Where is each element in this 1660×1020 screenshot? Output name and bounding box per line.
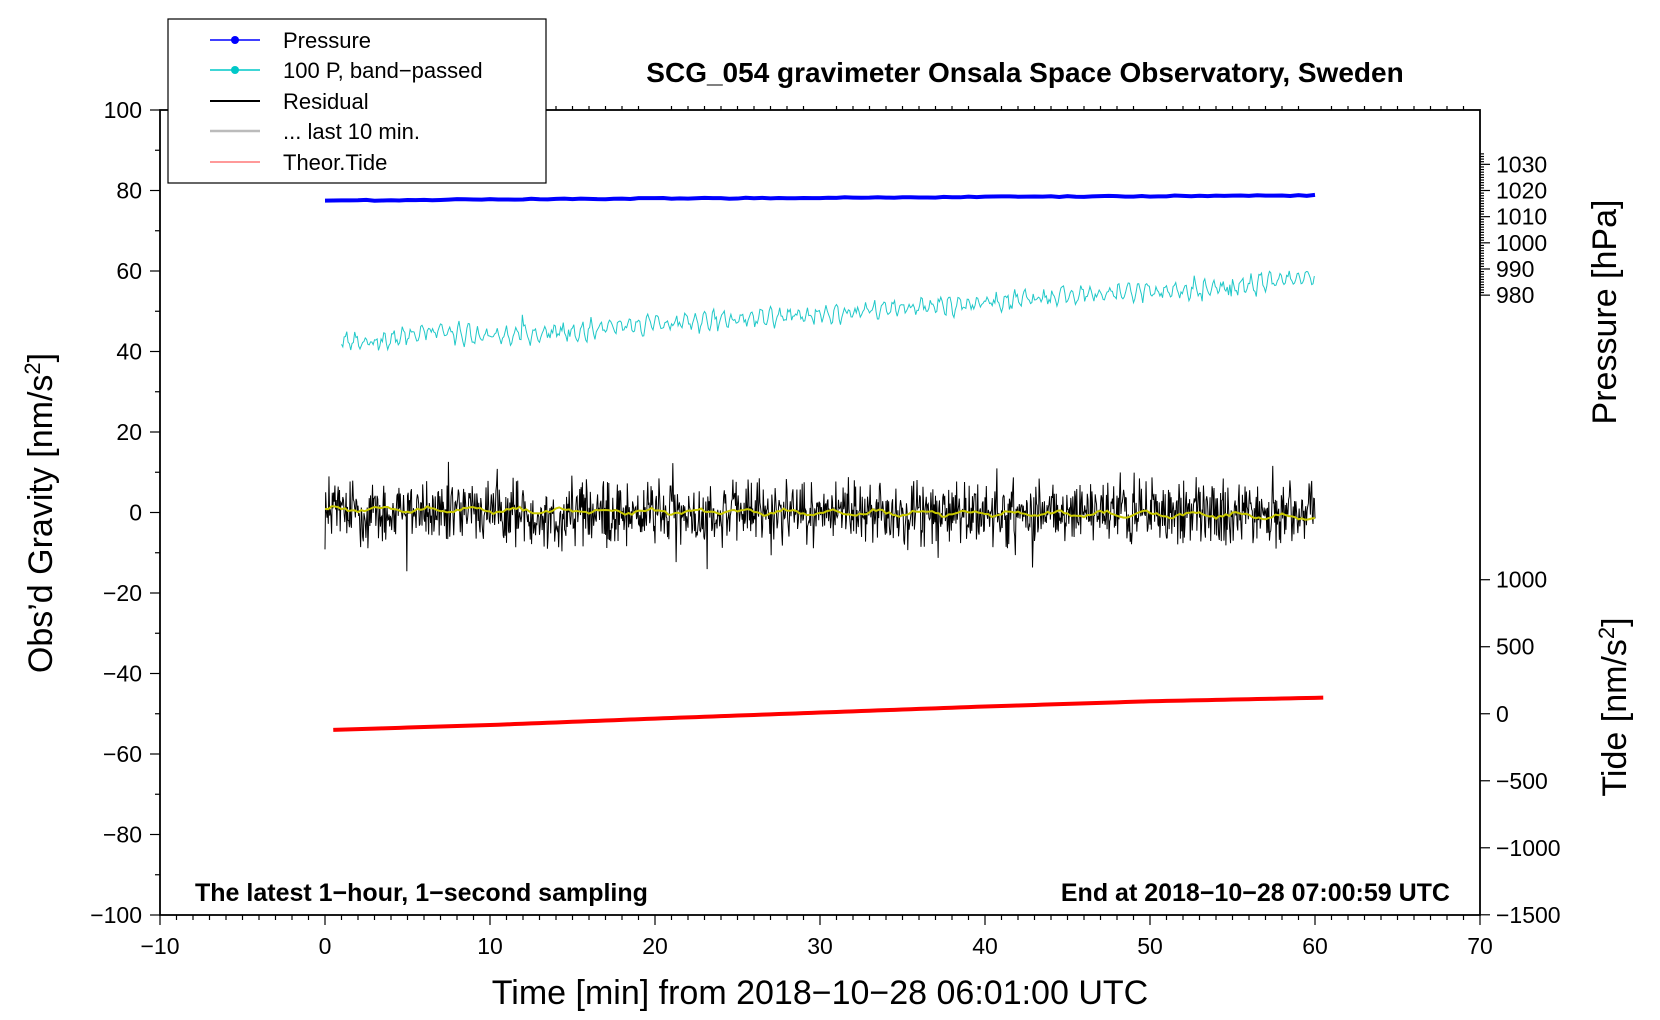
tide-tick-label-4: −1000 bbox=[1496, 835, 1561, 861]
legend-item-pressure: Pressure bbox=[210, 28, 371, 53]
y-left-tick-label-9: −80 bbox=[103, 822, 142, 848]
x-tick-label-7: 60 bbox=[1302, 933, 1328, 959]
x-tick-label-8: 70 bbox=[1467, 933, 1493, 959]
pressure-tick-label-4: 990 bbox=[1496, 256, 1534, 282]
y-left-tick-label-8: −60 bbox=[103, 741, 142, 767]
pressure-tick-label-0: 1030 bbox=[1496, 151, 1547, 177]
series-pressure bbox=[324, 192, 1316, 203]
pressure-tick-label-3: 1000 bbox=[1496, 230, 1547, 256]
y-left-tick-label-4: 20 bbox=[116, 419, 142, 445]
tide-axis-title: Tide [nm/s2] bbox=[1594, 617, 1635, 796]
x-tick-label-6: 50 bbox=[1137, 933, 1163, 959]
x-tick-label-5: 40 bbox=[972, 933, 998, 959]
legend-item-theor-tide: Theor.Tide bbox=[210, 150, 387, 175]
tide-axis-title-superscript: 2 bbox=[1594, 627, 1619, 639]
pressure-tick-label-2: 1010 bbox=[1496, 204, 1547, 230]
y-axis-title-left-superscript: 2 bbox=[20, 362, 45, 374]
legend: Pressure 100 P, band−passed Residual ...… bbox=[167, 18, 547, 184]
series-theor-tide bbox=[333, 695, 1324, 732]
y-left-tick-label-5: 0 bbox=[129, 500, 142, 526]
y-axis-title-left: Obs’d Gravity [nm/s2] bbox=[20, 353, 61, 673]
pressure-tick-label-1: 1020 bbox=[1496, 178, 1547, 204]
tide-axis-title-text: Tide [nm/s bbox=[1596, 639, 1634, 796]
y-left-tick-label-3: 40 bbox=[116, 339, 142, 365]
tide-tick-label-1: 500 bbox=[1496, 634, 1534, 660]
chart-title: SCG_054 gravimeter Onsala Space Observat… bbox=[646, 57, 1403, 88]
legend-pressure-marker bbox=[231, 36, 239, 44]
x-tick-label-1: 0 bbox=[319, 933, 332, 959]
tide-tick-label-2: 0 bbox=[1496, 701, 1509, 727]
legend-band-passed-label: 100 P, band−passed bbox=[283, 58, 483, 83]
pressure-tick-label-5: 980 bbox=[1496, 282, 1534, 308]
x-tick-label-0: −10 bbox=[140, 933, 179, 959]
tide-tick-label-5: −1500 bbox=[1496, 902, 1561, 928]
ticks-layer: −10 0 10 20 30 40 50 60 70100806040200−20−40−60−… bbox=[90, 97, 1560, 959]
y-left-tick-label-10: −100 bbox=[90, 902, 142, 928]
tide-axis-title-close: ] bbox=[1596, 617, 1634, 626]
pressure-axis-title: Pressure [hPa] bbox=[1586, 200, 1624, 425]
legend-item-band-passed: 100 P, band−passed bbox=[210, 58, 483, 83]
tide-tick-label-0: 1000 bbox=[1496, 567, 1547, 593]
series-residual bbox=[324, 461, 1316, 572]
y-left-tick-label-7: −40 bbox=[103, 661, 142, 687]
y-axis-title-left-close: ] bbox=[22, 353, 60, 362]
legend-last-10-label: ... last 10 min. bbox=[283, 119, 420, 144]
y-left-tick-label-1: 80 bbox=[116, 178, 142, 204]
x-tick-label-3: 20 bbox=[642, 933, 668, 959]
tide-tick-label-3: −500 bbox=[1496, 768, 1548, 794]
series-layer bbox=[324, 192, 1324, 732]
y-left-tick-label-2: 60 bbox=[116, 258, 142, 284]
legend-item-last-10-min: ... last 10 min. bbox=[210, 119, 420, 144]
legend-pressure-label: Pressure bbox=[283, 28, 371, 53]
series-last-10-min bbox=[324, 505, 1316, 521]
legend-item-residual: Residual bbox=[210, 89, 369, 114]
annotation-left: The latest 1−hour, 1−second sampling bbox=[195, 879, 648, 907]
annotation-right: End at 2018−10−28 07:00:59 UTC bbox=[1061, 879, 1450, 907]
y-left-tick-label-6: −20 bbox=[103, 580, 142, 606]
legend-residual-label: Residual bbox=[283, 89, 369, 114]
series-band-passed-pressure bbox=[341, 270, 1315, 352]
legend-band-passed-marker bbox=[231, 66, 239, 74]
x-tick-label-4: 30 bbox=[807, 933, 833, 959]
y-left-tick-label-0: 100 bbox=[104, 97, 142, 123]
legend-theor-tide-label: Theor.Tide bbox=[283, 150, 387, 175]
x-tick-label-2: 10 bbox=[477, 933, 503, 959]
y-axis-title-left-text: Obs’d Gravity [nm/s bbox=[22, 375, 60, 674]
x-axis-title: Time [min] from 2018−10−28 06:01:00 UTC bbox=[492, 974, 1148, 1012]
